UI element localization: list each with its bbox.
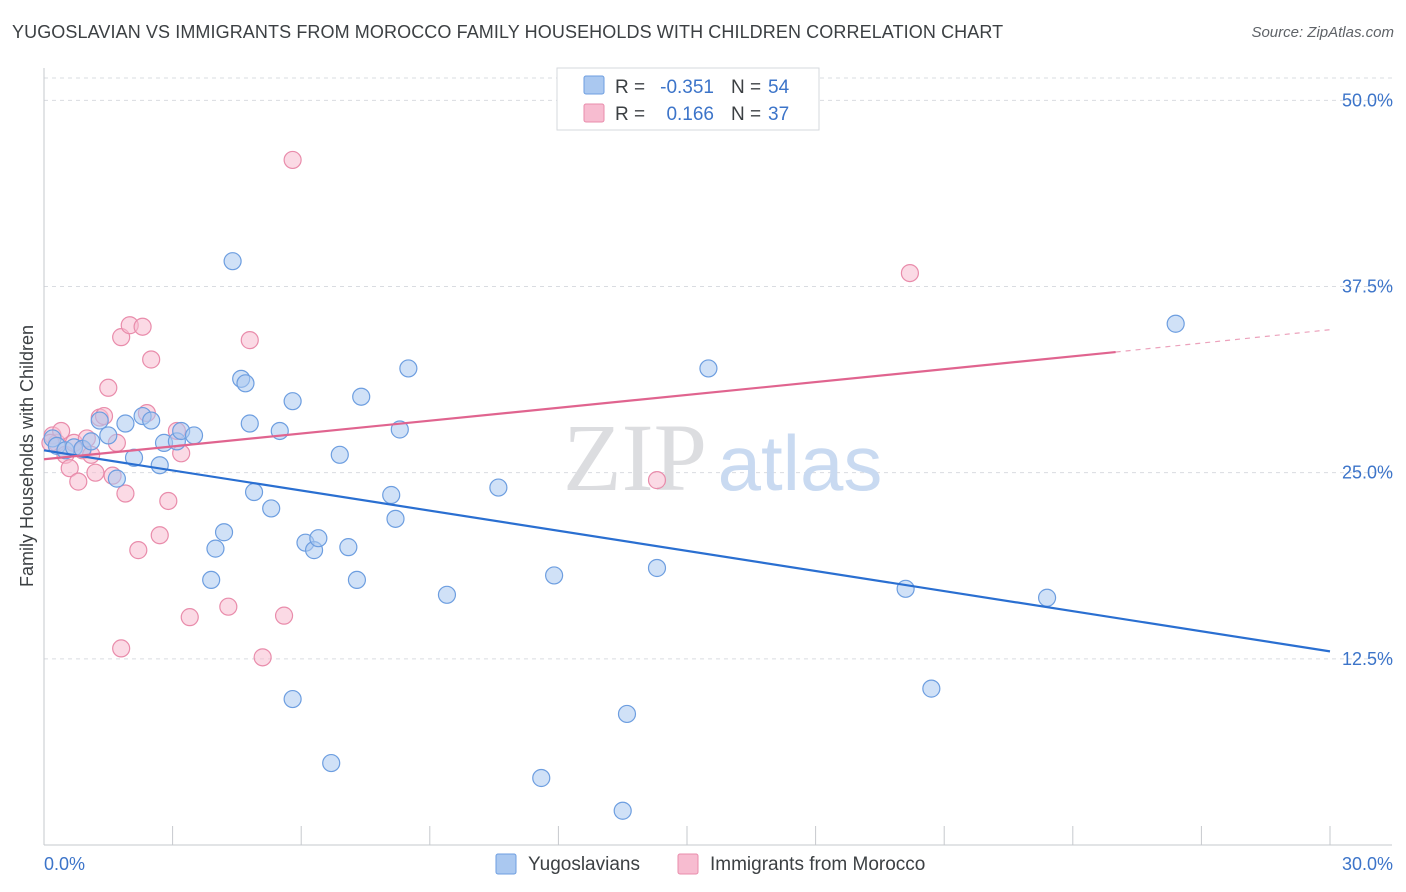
yugoslavians-point-5 <box>82 432 101 451</box>
yugoslavians-point-53 <box>1166 314 1185 333</box>
yugoslavians-point-42 <box>437 585 457 604</box>
yugoslavians-point-50 <box>896 579 915 598</box>
x-tick-labels: 0.0% 30.0% <box>44 854 1393 874</box>
morocco-point-21 <box>133 317 152 336</box>
yugoslavians-point-40 <box>390 420 409 439</box>
yugoslavians-point-39 <box>386 509 405 528</box>
y-axis-label: Family Households with Children <box>17 325 37 587</box>
morocco-point-35 <box>900 264 920 283</box>
yugoslavians-point-20 <box>214 523 234 542</box>
morocco-point-23 <box>142 350 161 369</box>
yugoslavians-point-29 <box>283 689 302 709</box>
bottom-legend-label-morocco: Immigrants from Morocco <box>710 854 925 875</box>
bottom-legend-swatch-yugoslavians <box>495 853 517 875</box>
yugoslavians-trend-line <box>43 449 1331 653</box>
yugoslavians-point-24 <box>240 414 259 433</box>
morocco-point-30 <box>240 331 259 350</box>
morocco-point-31 <box>253 648 272 667</box>
watermark-atlas: atlas <box>718 419 883 507</box>
yugoslavians-point-19 <box>206 539 225 558</box>
yugoslavians-point-37 <box>352 387 371 406</box>
morocco-point-18 <box>116 484 135 503</box>
legend-r-value-1: -0.351 <box>660 77 714 98</box>
yugoslavians-point-26 <box>262 499 281 518</box>
yugoslavians-point-18 <box>202 570 221 590</box>
yugoslavians-point-23 <box>236 374 255 393</box>
yugoslavians-point-13 <box>150 456 169 475</box>
yugoslavians-point-47 <box>617 704 637 724</box>
morocco-point-17 <box>112 639 131 658</box>
yugoslavians-point-35 <box>339 538 358 557</box>
morocco-point-4 <box>60 459 79 478</box>
yugoslavians-point-7 <box>99 426 118 445</box>
y-tick-label-3: 50.0% <box>1342 90 1393 110</box>
legend-n-value-2: 37 <box>768 104 789 125</box>
yugoslavians-point-25 <box>244 482 264 502</box>
yugoslavians-point-6 <box>90 411 109 430</box>
y-tick-label-1: 25.0% <box>1342 463 1393 483</box>
x-tick-label-0: 0.0% <box>44 854 85 874</box>
morocco-trend-line <box>43 350 1116 461</box>
legend-swatch-morocco <box>583 103 605 123</box>
morocco-point-34 <box>647 471 667 490</box>
watermark-zip: ZIP <box>563 404 707 511</box>
yugoslavians-point-21 <box>223 252 242 271</box>
legend-r-label-1: R = <box>615 77 645 98</box>
legend-n-label-1: N = <box>731 77 761 98</box>
yugoslavians-point-45 <box>545 566 564 585</box>
y-tick-label-0: 12.5% <box>1342 649 1393 669</box>
legend-n-label-2: N = <box>731 104 761 125</box>
yugoslavians-point-46 <box>613 801 632 820</box>
yugoslavians-point-9 <box>116 414 135 433</box>
yugoslavians-point-34 <box>330 445 349 464</box>
yugoslavians-point-36 <box>347 570 367 590</box>
y-tick-label-2: 37.5% <box>1342 277 1393 297</box>
morocco-point-24 <box>150 526 169 545</box>
bottom-legend-swatch-morocco <box>677 853 699 875</box>
legend-swatch-yugoslavians <box>583 75 605 95</box>
yugoslavians-point-32 <box>309 529 328 548</box>
legend-r-label-2: R = <box>615 104 645 125</box>
series-morocco-points <box>41 150 920 667</box>
yugoslavians-point-48 <box>647 558 667 578</box>
x-tick-label-1: 30.0% <box>1342 854 1393 874</box>
morocco-point-28 <box>180 608 199 627</box>
source-credit: Source: ZipAtlas.com <box>1251 24 1394 41</box>
bottom-legend: Yugoslavians Immigrants from Morocco <box>495 853 925 875</box>
series-yugoslavians-points <box>43 252 1185 820</box>
legend-r-value-2: 0.166 <box>666 104 714 125</box>
legend-n-value-1: 54 <box>768 77 790 98</box>
yugoslavians-point-49 <box>699 359 718 378</box>
axes <box>43 68 1392 846</box>
trend-lines <box>43 329 1331 653</box>
yugoslavians-point-17 <box>184 426 204 445</box>
chart-title: YUGOSLAVIAN VS IMMIGRANTS FROM MOROCCO F… <box>12 22 1004 42</box>
yugoslavians-point-38 <box>382 485 401 505</box>
morocco-point-20 <box>129 541 148 560</box>
yugoslavians-point-43 <box>489 478 508 497</box>
yugoslavians-point-44 <box>532 768 551 788</box>
top-legend: R = -0.351 N = 54 R = 0.166 N = 37 <box>556 67 820 131</box>
yugoslavians-point-28 <box>283 392 302 411</box>
yugoslavians-point-33 <box>322 753 341 773</box>
morocco-trend-line-extension <box>1115 329 1331 353</box>
yugoslavians-point-51 <box>922 679 941 698</box>
yugoslavians-point-12 <box>142 411 161 430</box>
morocco-point-6 <box>69 472 88 491</box>
yugoslavians-point-8 <box>107 469 126 488</box>
morocco-point-33 <box>283 150 302 170</box>
y-tick-labels: 12.5% 25.0% 37.5% 50.0% <box>1342 90 1393 668</box>
grid-lines <box>44 77 1392 660</box>
morocco-point-32 <box>274 606 294 625</box>
morocco-point-10 <box>86 463 105 482</box>
morocco-point-13 <box>99 378 118 397</box>
watermark: ZIP atlas <box>563 404 882 511</box>
yugoslavians-point-52 <box>1037 588 1057 607</box>
yugoslavians-point-41 <box>399 359 418 378</box>
morocco-point-25 <box>159 491 178 511</box>
morocco-point-29 <box>219 597 238 616</box>
bottom-legend-label-yugoslavians: Yugoslavians <box>528 854 640 875</box>
